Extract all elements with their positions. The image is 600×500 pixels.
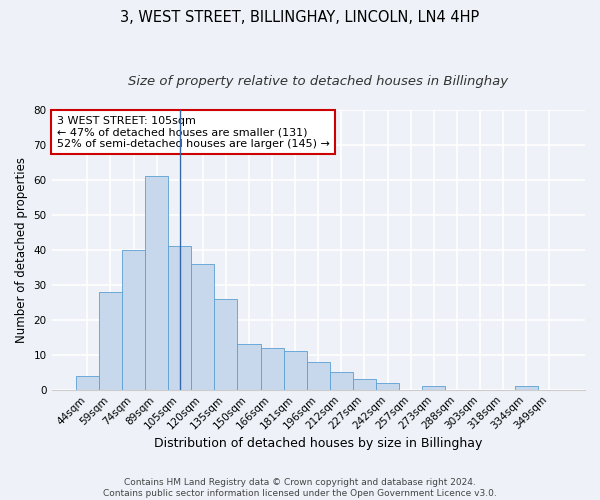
- Bar: [515, 386, 538, 390]
- Bar: [99, 292, 122, 390]
- Bar: [260, 348, 284, 390]
- Text: 3, WEST STREET, BILLINGHAY, LINCOLN, LN4 4HP: 3, WEST STREET, BILLINGHAY, LINCOLN, LN4…: [121, 10, 479, 25]
- Bar: [214, 299, 238, 390]
- Y-axis label: Number of detached properties: Number of detached properties: [15, 157, 28, 343]
- Text: 3 WEST STREET: 105sqm
← 47% of detached houses are smaller (131)
52% of semi-det: 3 WEST STREET: 105sqm ← 47% of detached …: [57, 116, 330, 149]
- Bar: [191, 264, 214, 390]
- Bar: [376, 382, 399, 390]
- Bar: [76, 376, 99, 390]
- Bar: [284, 352, 307, 390]
- Bar: [353, 379, 376, 390]
- Bar: [122, 250, 145, 390]
- Bar: [238, 344, 260, 390]
- Bar: [168, 246, 191, 390]
- X-axis label: Distribution of detached houses by size in Billinghay: Distribution of detached houses by size …: [154, 437, 482, 450]
- Bar: [330, 372, 353, 390]
- Bar: [307, 362, 330, 390]
- Bar: [422, 386, 445, 390]
- Bar: [145, 176, 168, 390]
- Text: Contains HM Land Registry data © Crown copyright and database right 2024.
Contai: Contains HM Land Registry data © Crown c…: [103, 478, 497, 498]
- Title: Size of property relative to detached houses in Billinghay: Size of property relative to detached ho…: [128, 75, 508, 88]
